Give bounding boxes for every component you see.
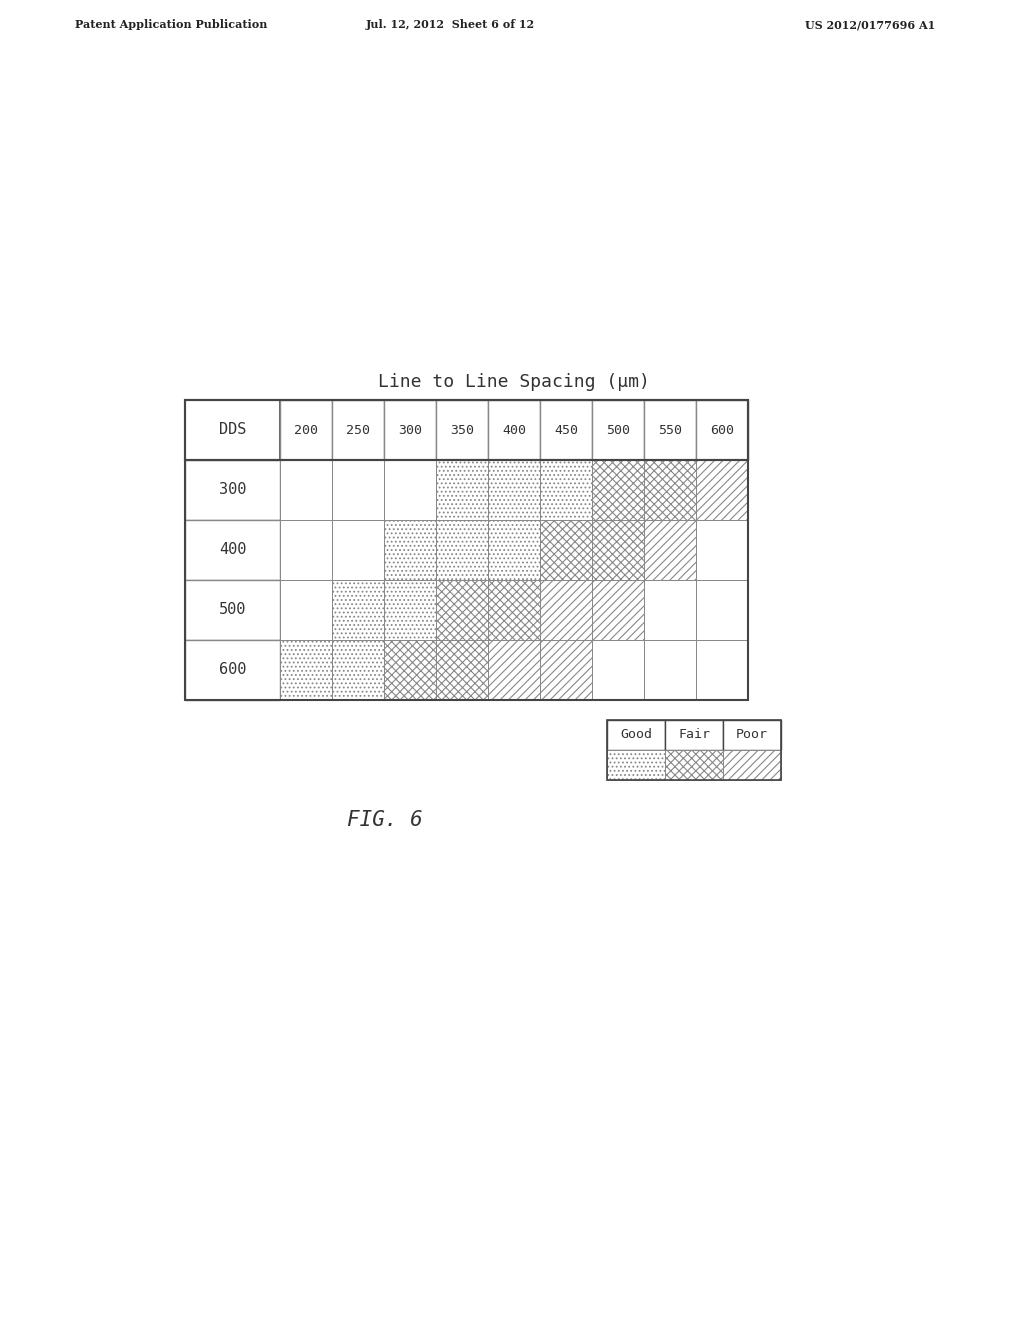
Bar — [696, 520, 748, 579]
Bar — [644, 459, 696, 520]
Text: Patent Application Publication: Patent Application Publication — [75, 20, 267, 30]
Text: 500: 500 — [606, 424, 630, 437]
Bar — [280, 400, 332, 459]
Bar — [332, 579, 384, 640]
Bar — [488, 459, 540, 520]
Text: 300: 300 — [219, 483, 246, 498]
Text: Good: Good — [620, 729, 652, 742]
Bar — [696, 579, 748, 640]
Text: 400: 400 — [502, 424, 526, 437]
Text: DDS: DDS — [219, 422, 246, 437]
Bar — [488, 400, 540, 459]
Text: FIG. 6: FIG. 6 — [347, 810, 423, 830]
Bar — [540, 579, 592, 640]
Bar — [540, 640, 592, 700]
Bar — [644, 640, 696, 700]
Bar — [488, 640, 540, 700]
Bar — [540, 520, 592, 579]
Text: 600: 600 — [710, 424, 734, 437]
Bar — [723, 750, 781, 780]
Bar — [436, 520, 488, 579]
Bar — [607, 750, 665, 780]
Bar — [592, 520, 644, 579]
Bar — [696, 400, 748, 459]
Bar — [185, 640, 280, 700]
Bar — [332, 520, 384, 579]
Bar — [665, 719, 723, 750]
Text: 200: 200 — [294, 424, 318, 437]
Bar — [384, 520, 436, 579]
Bar — [332, 400, 384, 459]
Text: 600: 600 — [219, 663, 246, 677]
Bar — [384, 400, 436, 459]
Bar — [436, 459, 488, 520]
Bar — [436, 579, 488, 640]
Bar — [644, 400, 696, 459]
Bar — [607, 719, 781, 780]
Text: Jul. 12, 2012  Sheet 6 of 12: Jul. 12, 2012 Sheet 6 of 12 — [366, 20, 535, 30]
Text: 300: 300 — [398, 424, 422, 437]
Bar — [488, 579, 540, 640]
Bar — [280, 579, 332, 640]
Text: 550: 550 — [658, 424, 682, 437]
Text: 350: 350 — [450, 424, 474, 437]
Text: US 2012/0177696 A1: US 2012/0177696 A1 — [805, 20, 935, 30]
Text: 400: 400 — [219, 543, 246, 557]
Text: Poor: Poor — [736, 729, 768, 742]
Bar — [592, 459, 644, 520]
Bar — [280, 459, 332, 520]
Text: Line to Line Spacing (μm): Line to Line Spacing (μm) — [378, 374, 650, 391]
Bar — [592, 579, 644, 640]
Bar — [540, 400, 592, 459]
Bar — [696, 459, 748, 520]
Bar — [384, 459, 436, 520]
Text: 450: 450 — [554, 424, 578, 437]
Bar — [185, 400, 748, 459]
Text: 250: 250 — [346, 424, 370, 437]
Bar — [185, 400, 748, 700]
Bar — [384, 640, 436, 700]
Bar — [280, 640, 332, 700]
Bar — [436, 640, 488, 700]
Bar — [185, 400, 280, 459]
Bar — [592, 640, 644, 700]
Bar — [488, 520, 540, 579]
Bar — [696, 640, 748, 700]
Bar — [644, 520, 696, 579]
Bar — [644, 579, 696, 640]
Bar — [436, 400, 488, 459]
Bar — [185, 579, 280, 640]
Bar — [540, 459, 592, 520]
Bar — [332, 640, 384, 700]
Bar — [665, 750, 723, 780]
Bar — [280, 520, 332, 579]
Bar — [185, 459, 280, 520]
Bar — [185, 520, 280, 579]
Bar — [607, 719, 665, 750]
Bar — [592, 400, 644, 459]
Text: 500: 500 — [219, 602, 246, 618]
Bar — [723, 719, 781, 750]
Text: Fair: Fair — [678, 729, 710, 742]
Bar — [332, 459, 384, 520]
Bar — [384, 579, 436, 640]
